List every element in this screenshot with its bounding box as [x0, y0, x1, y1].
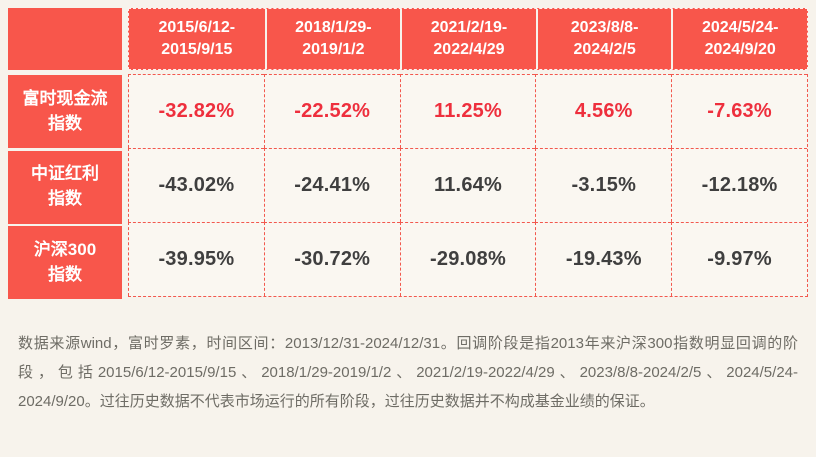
table-corner-cell: [8, 8, 122, 70]
index-label-column: 富时现金流 指数 中证红利 指数 沪深300 指数: [8, 8, 122, 302]
value-cell: -22.52%: [263, 74, 400, 148]
value-cell: -12.18%: [671, 148, 807, 222]
value-cell: 4.56%: [535, 74, 672, 148]
period-header-2015: 2015/6/12- 2015/9/15: [158, 19, 236, 58]
value-cell: -7.63%: [671, 74, 807, 148]
value-cell: -30.72%: [263, 222, 400, 296]
value-grid: -32.82% -22.52% 11.25% 4.56% -7.63% -43.…: [128, 74, 808, 297]
period-header-2018: 2018/1/29- 2019/1/2: [264, 9, 401, 69]
period-header-2024: 2024/5/24- 2024/9/20: [671, 9, 807, 69]
index-label-csi-dividend: 中证红利 指数: [8, 150, 122, 224]
value-cell: -32.82%: [128, 74, 264, 148]
value-cell: 11.64%: [399, 148, 536, 222]
value-cell: 11.25%: [399, 74, 536, 148]
index-label-ftse-cashflow: 富时现金流 指数: [8, 75, 122, 148]
value-cell: -39.95%: [128, 222, 264, 296]
value-cell: -24.41%: [263, 148, 400, 222]
index-label-csi300: 沪深300 指数: [8, 226, 122, 299]
period-header-2021: 2021/2/19- 2022/4/29: [400, 9, 536, 69]
period-header-2023: 2023/8/8- 2024/2/5: [535, 9, 672, 69]
value-cell: -3.15%: [535, 148, 672, 222]
value-cell: -43.02%: [128, 148, 264, 222]
period-header-row: 2015/6/12- 2015/9/15 2018/1/29- 2019/1/2…: [128, 8, 808, 70]
value-cell: -29.08%: [399, 222, 536, 296]
data-columns: 2015/6/12- 2015/9/15 2018/1/29- 2019/1/2…: [128, 8, 808, 302]
comparison-table: 富时现金流 指数 中证红利 指数 沪深300 指数 2015/6/12- 201…: [8, 8, 808, 302]
value-cell: -9.97%: [671, 222, 807, 296]
value-cell: -19.43%: [535, 222, 672, 296]
data-source-disclaimer: 数据来源wind，富时罗素，时间区间：2013/12/31-2024/12/31…: [18, 334, 798, 411]
